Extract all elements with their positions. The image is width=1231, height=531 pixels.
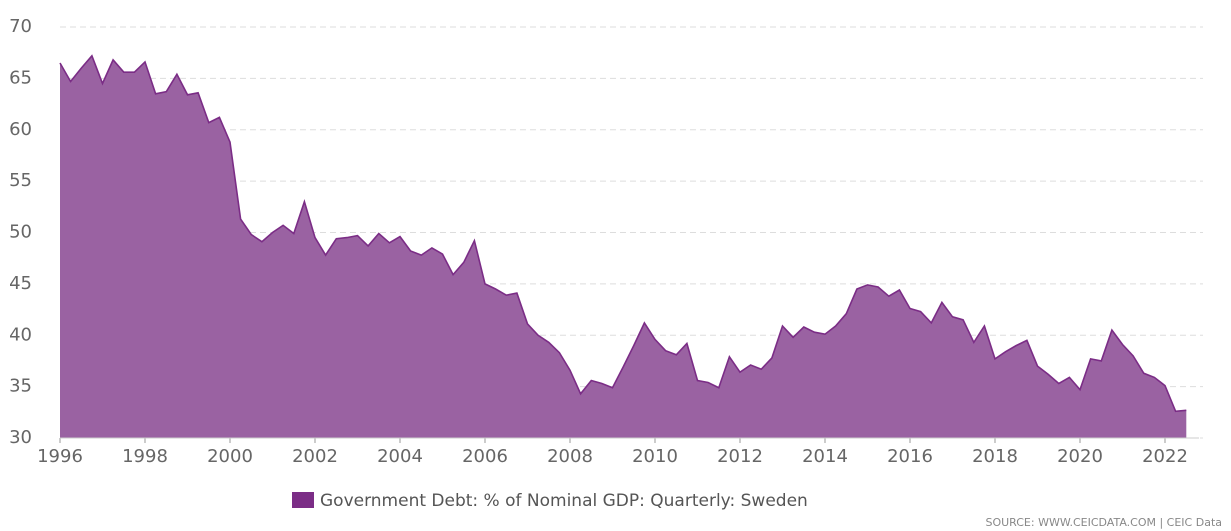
x-tick-label: 2006 bbox=[462, 446, 508, 467]
x-tick-label: 2016 bbox=[887, 446, 933, 467]
y-tick-label: 45 bbox=[9, 273, 32, 294]
x-tick-label: 2000 bbox=[207, 446, 253, 467]
x-tick-label: 2022 bbox=[1142, 446, 1188, 467]
x-tick-label: 2008 bbox=[547, 446, 593, 467]
line bbox=[59, 54, 1187, 413]
legend-label: Government Debt: % of Nominal GDP: Quart… bbox=[320, 491, 808, 511]
y-tick-label: 40 bbox=[9, 324, 32, 345]
x-tick-label: 2012 bbox=[717, 446, 763, 467]
x-tick-label: 2014 bbox=[802, 446, 848, 467]
x-tick-label: 1998 bbox=[122, 446, 168, 467]
y-tick-label: 35 bbox=[9, 376, 32, 397]
y-tick-label: 55 bbox=[9, 170, 32, 191]
x-tick-label: 2020 bbox=[1057, 446, 1103, 467]
axes: 30 35 40 45 50 55 60 65 70 1996 1998 2000 2002 2004 20… bbox=[9, 16, 1199, 467]
source: SOURCE: WWW.CEICDATA.COM | CEIC Data bbox=[985, 516, 1222, 529]
x-tick-label: 1996 bbox=[37, 446, 83, 467]
plot bbox=[59, 54, 1187, 439]
x-tick-label: 2010 bbox=[632, 446, 678, 467]
area bbox=[60, 55, 1187, 439]
y-tick-label: 30 bbox=[9, 427, 32, 448]
y-tick-label: 50 bbox=[9, 222, 32, 243]
y-tick-label: 65 bbox=[9, 67, 32, 88]
legend-swatch bbox=[292, 492, 314, 508]
x-tick-label: 2018 bbox=[972, 446, 1018, 467]
x-tick-label: 2002 bbox=[292, 446, 338, 467]
y-tick-label: 60 bbox=[9, 119, 32, 140]
y-tick-label: 70 bbox=[9, 16, 32, 37]
x-tick-label: 2004 bbox=[377, 446, 423, 467]
